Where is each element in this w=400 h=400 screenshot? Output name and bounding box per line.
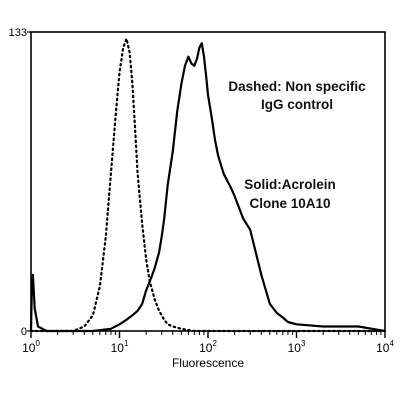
x-tick-label: 102 bbox=[199, 339, 217, 355]
y-tick-label: 133 bbox=[9, 27, 27, 39]
series-layer bbox=[29, 37, 387, 333]
x-axis-label: Fluorescence bbox=[172, 356, 244, 370]
series-solid-line bbox=[29, 42, 386, 333]
x-tick-label: 101 bbox=[111, 339, 129, 355]
annotation-solid-line-2: Clone 10A10 bbox=[249, 196, 330, 211]
label-layer: 100 101 102 103 104 0 133 bbox=[9, 27, 395, 355]
x-tick-label: 104 bbox=[376, 339, 394, 355]
x-tick-label: 100 bbox=[22, 339, 40, 355]
series-dashed-line bbox=[29, 37, 387, 333]
annotation-solid-line-1: Solid:Acrolein bbox=[244, 177, 336, 192]
annotation-dashed-line-2: IgG control bbox=[261, 97, 333, 112]
tick-layer bbox=[27, 31, 386, 338]
x-tick-label: 103 bbox=[288, 339, 306, 355]
y-tick-label: 0 bbox=[21, 326, 27, 338]
annotation-dashed-line-1: Dashed: Non specific bbox=[228, 79, 366, 94]
